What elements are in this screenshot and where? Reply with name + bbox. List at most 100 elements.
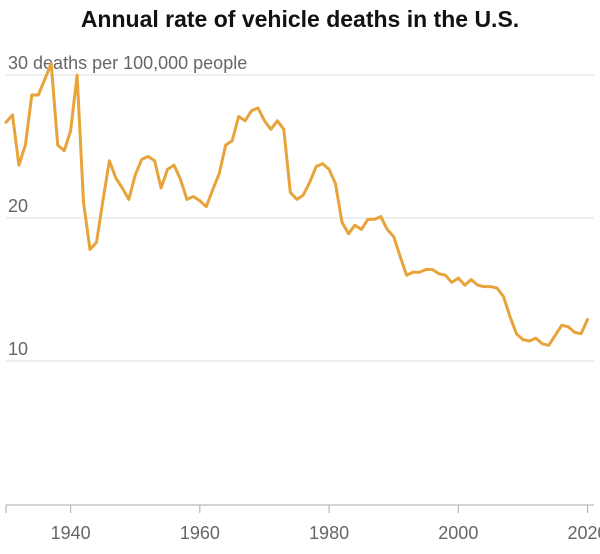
data-point-2003	[475, 282, 481, 288]
data-point-1980	[326, 166, 332, 172]
data-point-1943	[87, 246, 93, 252]
data-point-1942	[81, 199, 87, 205]
data-point-2005	[488, 284, 494, 290]
data-point-1992	[404, 272, 410, 278]
data-point-1949	[126, 196, 132, 202]
data-point-1960	[197, 198, 203, 204]
data-point-2001	[462, 282, 468, 288]
data-point-1945	[100, 198, 106, 204]
data-point-1994	[417, 269, 423, 275]
data-point-1971	[268, 126, 274, 132]
data-point-1963	[216, 171, 222, 177]
data-point-1983	[345, 231, 351, 237]
data-point-1988	[378, 214, 384, 220]
data-point-1977	[307, 179, 313, 185]
data-point-1950	[132, 172, 138, 178]
data-point-1987	[371, 216, 377, 222]
x-axis	[5, 504, 594, 513]
data-point-2018	[572, 329, 578, 335]
data-point-1973	[281, 126, 287, 132]
data-point-1935	[35, 92, 41, 98]
series-line-0	[4, 62, 589, 347]
data-point-2014	[546, 342, 552, 348]
data-point-1940	[68, 128, 74, 134]
data-point-1986	[365, 216, 371, 222]
data-point-1976	[300, 192, 306, 198]
data-point-1939	[61, 148, 67, 154]
data-point-1948	[119, 185, 125, 191]
grid-lines	[6, 74, 594, 362]
y-tick-label-20: 20	[8, 196, 28, 216]
data-point-2002	[468, 276, 474, 282]
data-point-1936	[42, 76, 48, 82]
data-point-2000	[455, 275, 461, 281]
data-point-1991	[397, 254, 403, 260]
data-point-1993	[410, 269, 416, 275]
data-point-1984	[352, 222, 358, 228]
data-point-2013	[539, 341, 545, 347]
data-point-1954	[158, 185, 164, 191]
data-point-1978	[313, 164, 319, 170]
data-point-1931	[9, 112, 15, 118]
data-point-1990	[391, 234, 397, 240]
data-point-1955	[165, 166, 171, 172]
data-point-1979	[320, 161, 326, 167]
data-point-1957	[177, 176, 183, 182]
data-point-1970	[261, 118, 267, 124]
data-point-1930	[3, 119, 9, 125]
data-point-1995	[423, 266, 429, 272]
x-tick-label-1980: 1980	[309, 523, 349, 543]
series-layer	[3, 61, 591, 348]
x-tick-label-2020: 2020	[568, 523, 600, 543]
data-point-1951	[139, 156, 145, 162]
data-point-1958	[184, 196, 190, 202]
data-point-1933	[22, 142, 28, 148]
data-point-1999	[449, 279, 455, 285]
data-point-2020	[585, 317, 591, 323]
data-point-1975	[294, 196, 300, 202]
data-point-1932	[16, 162, 22, 168]
data-point-2016	[559, 322, 565, 328]
data-point-1938	[55, 142, 61, 148]
y-tick-label-30: 30 deaths per 100,000 people	[8, 53, 247, 73]
data-point-1934	[29, 92, 35, 98]
data-point-1964	[223, 142, 229, 148]
data-point-1941	[74, 72, 80, 78]
data-point-1989	[384, 226, 390, 232]
data-point-2017	[565, 324, 571, 330]
data-point-2015	[552, 332, 558, 338]
x-tick-label-2000: 2000	[438, 523, 478, 543]
data-point-2008	[507, 314, 513, 320]
data-point-1946	[106, 158, 112, 164]
data-point-1953	[152, 158, 158, 164]
data-point-1981	[333, 181, 339, 187]
data-point-1996	[429, 266, 435, 272]
data-point-1952	[145, 154, 151, 160]
data-point-1967	[242, 118, 248, 124]
data-point-1972	[274, 118, 280, 124]
y-unit-label: deaths per 100,000 people	[28, 53, 247, 73]
data-point-1968	[249, 108, 255, 114]
chart-title: Annual rate of vehicle deaths in the U.S…	[80, 6, 520, 32]
data-point-1985	[358, 226, 364, 232]
data-point-1982	[339, 219, 345, 225]
data-point-1998	[442, 272, 448, 278]
data-point-1961	[203, 204, 209, 210]
data-point-1944	[93, 239, 99, 245]
data-point-2010	[520, 337, 526, 343]
data-point-1937	[48, 61, 54, 67]
data-point-1974	[287, 189, 293, 195]
data-point-2009	[513, 331, 519, 337]
data-point-1959	[190, 194, 196, 200]
data-point-1997	[436, 271, 442, 277]
y-tick-label-10: 10	[8, 339, 28, 359]
data-point-2019	[578, 331, 584, 337]
data-point-2007	[501, 294, 507, 300]
data-point-2004	[481, 284, 487, 290]
data-point-1962	[210, 186, 216, 192]
data-point-1969	[255, 105, 261, 111]
data-point-1966	[236, 113, 242, 119]
data-point-1947	[113, 175, 119, 181]
data-point-2011	[526, 338, 532, 344]
